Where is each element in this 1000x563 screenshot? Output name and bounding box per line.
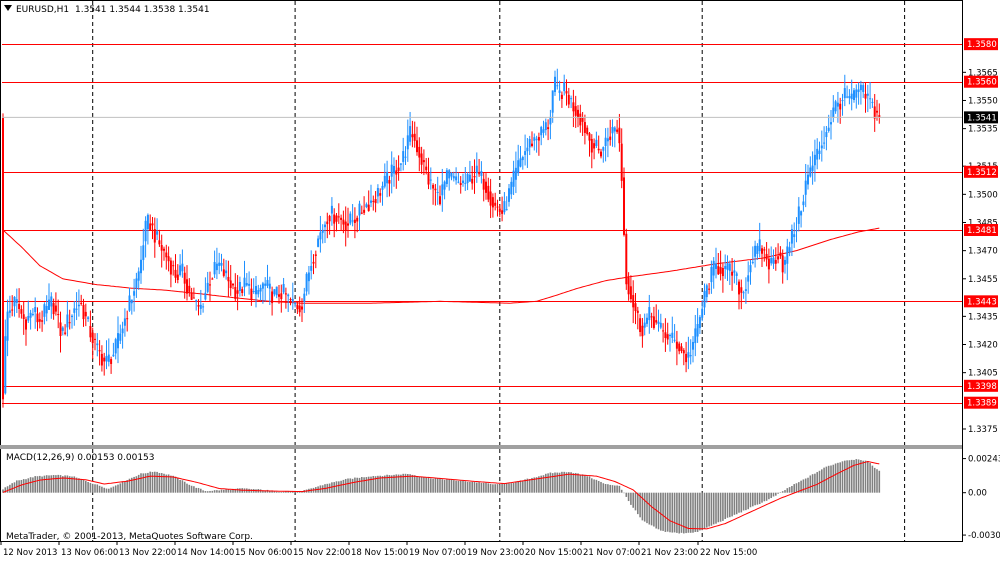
price-tick-label: 1.3550: [968, 96, 998, 106]
triangle-down-icon[interactable]: [4, 5, 12, 11]
time-tick-label: 22 Nov 15:00: [700, 548, 757, 558]
chart-grid: [92, 1, 906, 541]
time-axis: 12 Nov 2013 13 Nov 06:00 13 Nov 22:00 14 No…: [0, 541, 757, 558]
macd-signal-line: [2, 460, 880, 530]
level-price-tag: [964, 396, 998, 409]
level-price-label: 1.3443: [967, 297, 997, 307]
current-price-tag: [964, 111, 998, 124]
chart-header: EURUSD,H1 1.3541 1.3544 1.3538 1.3541: [4, 5, 210, 15]
level-price-tag: [964, 38, 998, 51]
macd-tick-label: 0.00: [968, 489, 987, 499]
chart-frame: [0, 0, 963, 542]
level-price-label: 1.3398: [967, 382, 997, 392]
price-tick-label: 1.3375: [968, 425, 998, 435]
moving-average-line: [2, 227, 880, 304]
ohlc-label: 1.3541 1.3544 1.3538 1.3541: [75, 5, 210, 15]
level-price-tag: [964, 224, 998, 236]
level-price-tag: [964, 295, 998, 308]
time-tick-label: 15 Nov 06:00: [235, 548, 292, 558]
horizontal-levels[interactable]: [2, 44, 962, 404]
level-price-label: 1.3389: [967, 399, 997, 409]
time-tick-label: 19 Nov 23:00: [467, 548, 524, 558]
level-price-label: 1.3560: [967, 78, 997, 88]
macd-indicator: [2, 459, 881, 534]
current-price-label: 1.3541: [967, 113, 997, 123]
price-tick-label: 1.3405: [968, 369, 998, 379]
time-tick-label: 13 Nov 06:00: [61, 548, 118, 558]
time-tick-label: 13 Nov 22:00: [119, 548, 176, 558]
price-tick-label: 1.3565: [968, 68, 998, 78]
price-tick-label: 1.3420: [968, 341, 998, 351]
plot-border: [0, 0, 963, 542]
time-tick-label: 20 Nov 15:00: [525, 548, 582, 558]
panel-separator[interactable]: [0, 445, 962, 449]
level-price-tag: [964, 165, 998, 178]
macd-tick-label: 0.00243: [968, 455, 1000, 465]
time-tick-label: 18 Nov 15:00: [351, 548, 408, 558]
symbol-label: EURUSD,H1: [16, 5, 69, 15]
price-tick-label: 1.3500: [968, 190, 998, 200]
price-tick-label: 1.3485: [968, 218, 998, 228]
time-tick-label: 19 Nov 07:00: [409, 548, 466, 558]
copyright-text: MetaTrader, © 2001-2013, MetaQuotes Soft…: [6, 532, 253, 542]
moving-average: [2, 227, 880, 304]
time-tick-label: 14 Nov 14:00: [177, 548, 234, 558]
macd-tick-label: -0.00302: [968, 531, 1000, 541]
time-tick-label: 21 Nov 07:00: [583, 548, 640, 558]
price-tick-label: 1.3470: [968, 247, 998, 257]
time-tick-label: 15 Nov 22:00: [293, 548, 350, 558]
macd-title: MACD(12,26,9) 0.00153 0.00153: [6, 453, 155, 463]
time-tick-label: 12 Nov 2013: [3, 548, 57, 558]
level-price-label: 1.3481: [967, 226, 997, 236]
price-tick-label: 1.3435: [968, 312, 998, 322]
time-tick-label: 21 Nov 23:00: [641, 548, 698, 558]
level-price-tag: [964, 379, 998, 392]
level-price-label: 1.3580: [967, 40, 997, 50]
price-tick-label: 1.3455: [968, 275, 998, 285]
level-price-label: 1.3512: [967, 168, 997, 178]
price-axis: 1.35651.35501.35351.35151.35001.34851.34…: [2, 38, 1000, 541]
level-price-tag: [964, 75, 998, 88]
price-tick-label: 1.3535: [968, 125, 998, 135]
candlesticks: [2, 68, 881, 408]
